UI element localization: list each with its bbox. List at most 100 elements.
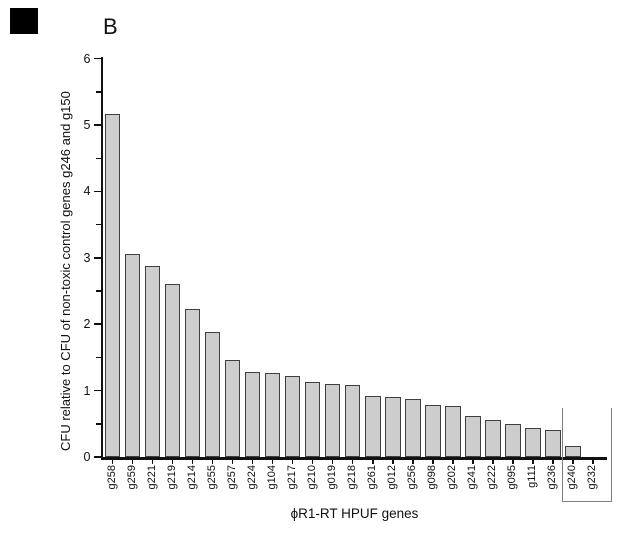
x-tick <box>351 459 354 464</box>
bar-g095 <box>505 423 521 457</box>
x-tick <box>251 459 254 464</box>
x-tick-label-g241: g241 <box>466 464 479 489</box>
x-tick-label-g218: g218 <box>346 464 359 489</box>
y-minor-tick <box>96 423 101 425</box>
x-tick-label-g202: g202 <box>446 464 459 489</box>
x-tick <box>552 459 554 464</box>
x-tick-label-g257: g257 <box>226 464 239 489</box>
bar-g240 <box>565 445 581 457</box>
bar-g258 <box>104 113 121 457</box>
y-tick-label: 6 <box>83 51 91 66</box>
bar-g219 <box>164 283 181 457</box>
x-tick-label-g224: g224 <box>246 464 259 489</box>
x-tick <box>572 459 574 464</box>
x-tick-label-g012: g012 <box>386 464 399 489</box>
y-tick-label: 5 <box>83 118 91 132</box>
x-tick <box>492 459 494 464</box>
x-tick-label-g255: g255 <box>206 464 219 489</box>
x-tick-label-g222: g222 <box>486 464 499 489</box>
bar-g214 <box>184 308 201 457</box>
x-tick <box>392 459 394 464</box>
x-tick <box>111 459 114 464</box>
bar-g257 <box>224 360 241 457</box>
x-tick <box>151 459 154 464</box>
x-tick-label-g217: g217 <box>286 464 299 489</box>
panel-label: B <box>103 14 118 39</box>
bar-g221 <box>144 266 161 457</box>
y-major-tick <box>93 323 101 325</box>
x-tick-label-g221: g221 <box>146 464 159 489</box>
x-tick <box>191 459 194 464</box>
x-tick <box>311 459 314 464</box>
y-major-tick <box>93 190 101 193</box>
x-tick <box>131 459 134 464</box>
bar-g111 <box>525 427 541 457</box>
bar-g222 <box>485 420 501 457</box>
bar-g261 <box>365 395 381 457</box>
bar-g218 <box>344 385 361 457</box>
x-tick-label-g098: g098 <box>426 464 439 489</box>
bar-g236 <box>545 429 561 457</box>
y-tick-label: 3 <box>83 250 91 265</box>
x-tick-label-g210: g210 <box>306 464 319 489</box>
boxed-genes-bracket <box>562 408 613 502</box>
bar-g019 <box>324 383 341 457</box>
bar-g224 <box>244 372 261 457</box>
bar-g217 <box>284 375 301 457</box>
x-tick-label-g219: g219 <box>166 464 179 489</box>
x-tick-label-g261: g261 <box>366 464 379 489</box>
y-major-tick <box>93 257 101 259</box>
bar-g202 <box>445 405 461 457</box>
y-tick-label: 4 <box>83 184 91 199</box>
x-tick-label-g111: g111 <box>526 464 539 488</box>
y-axis-line <box>100 57 103 460</box>
y-minor-tick <box>96 223 101 226</box>
x-tick-label-g104: g104 <box>266 464 279 489</box>
bar-g256 <box>405 399 421 457</box>
x-tick-label-g236: g236 <box>546 464 559 489</box>
x-tick <box>452 459 454 464</box>
x-tick <box>532 459 534 464</box>
x-tick <box>512 459 514 464</box>
y-major-tick <box>93 124 101 126</box>
x-tick <box>472 459 474 464</box>
x-tick-label-g095: g095 <box>506 464 519 489</box>
x-axis-line <box>100 457 607 460</box>
x-tick-label-g214: g214 <box>186 464 199 489</box>
bar-g012 <box>385 397 401 457</box>
y-minor-tick <box>96 290 101 292</box>
y-minor-tick <box>96 157 101 159</box>
y-minor-tick <box>96 91 101 93</box>
x-tick <box>331 459 334 464</box>
corner-redaction-box <box>10 8 38 34</box>
x-tick <box>372 459 374 464</box>
y-tick-label: 1 <box>83 383 91 398</box>
x-tick <box>171 459 174 464</box>
x-tick <box>412 459 414 464</box>
x-tick <box>432 459 434 464</box>
y-major-tick <box>93 57 101 60</box>
x-tick <box>592 459 594 464</box>
bar-g241 <box>465 415 481 457</box>
x-tick <box>271 459 274 464</box>
x-tick <box>291 459 294 464</box>
bar-g259 <box>124 254 141 457</box>
y-tick-label: 2 <box>83 317 91 332</box>
y-major-tick <box>93 456 101 458</box>
x-tick-label-g256: g256 <box>406 464 419 489</box>
bar-g104 <box>264 372 281 457</box>
x-tick-label-g019: g019 <box>326 464 339 489</box>
bar-g255 <box>204 332 221 457</box>
y-major-tick <box>93 389 101 392</box>
y-minor-tick <box>96 356 101 359</box>
bar-g210 <box>304 381 321 457</box>
x-axis-title: ϕR1-RT HPUF genes <box>290 506 419 521</box>
y-tick-label: 0 <box>83 450 91 464</box>
x-tick <box>231 459 234 464</box>
x-tick-label-g259: g259 <box>126 464 139 489</box>
x-tick <box>211 459 214 464</box>
x-tick-label-g258: g258 <box>106 464 118 489</box>
bar-g098 <box>425 404 441 457</box>
